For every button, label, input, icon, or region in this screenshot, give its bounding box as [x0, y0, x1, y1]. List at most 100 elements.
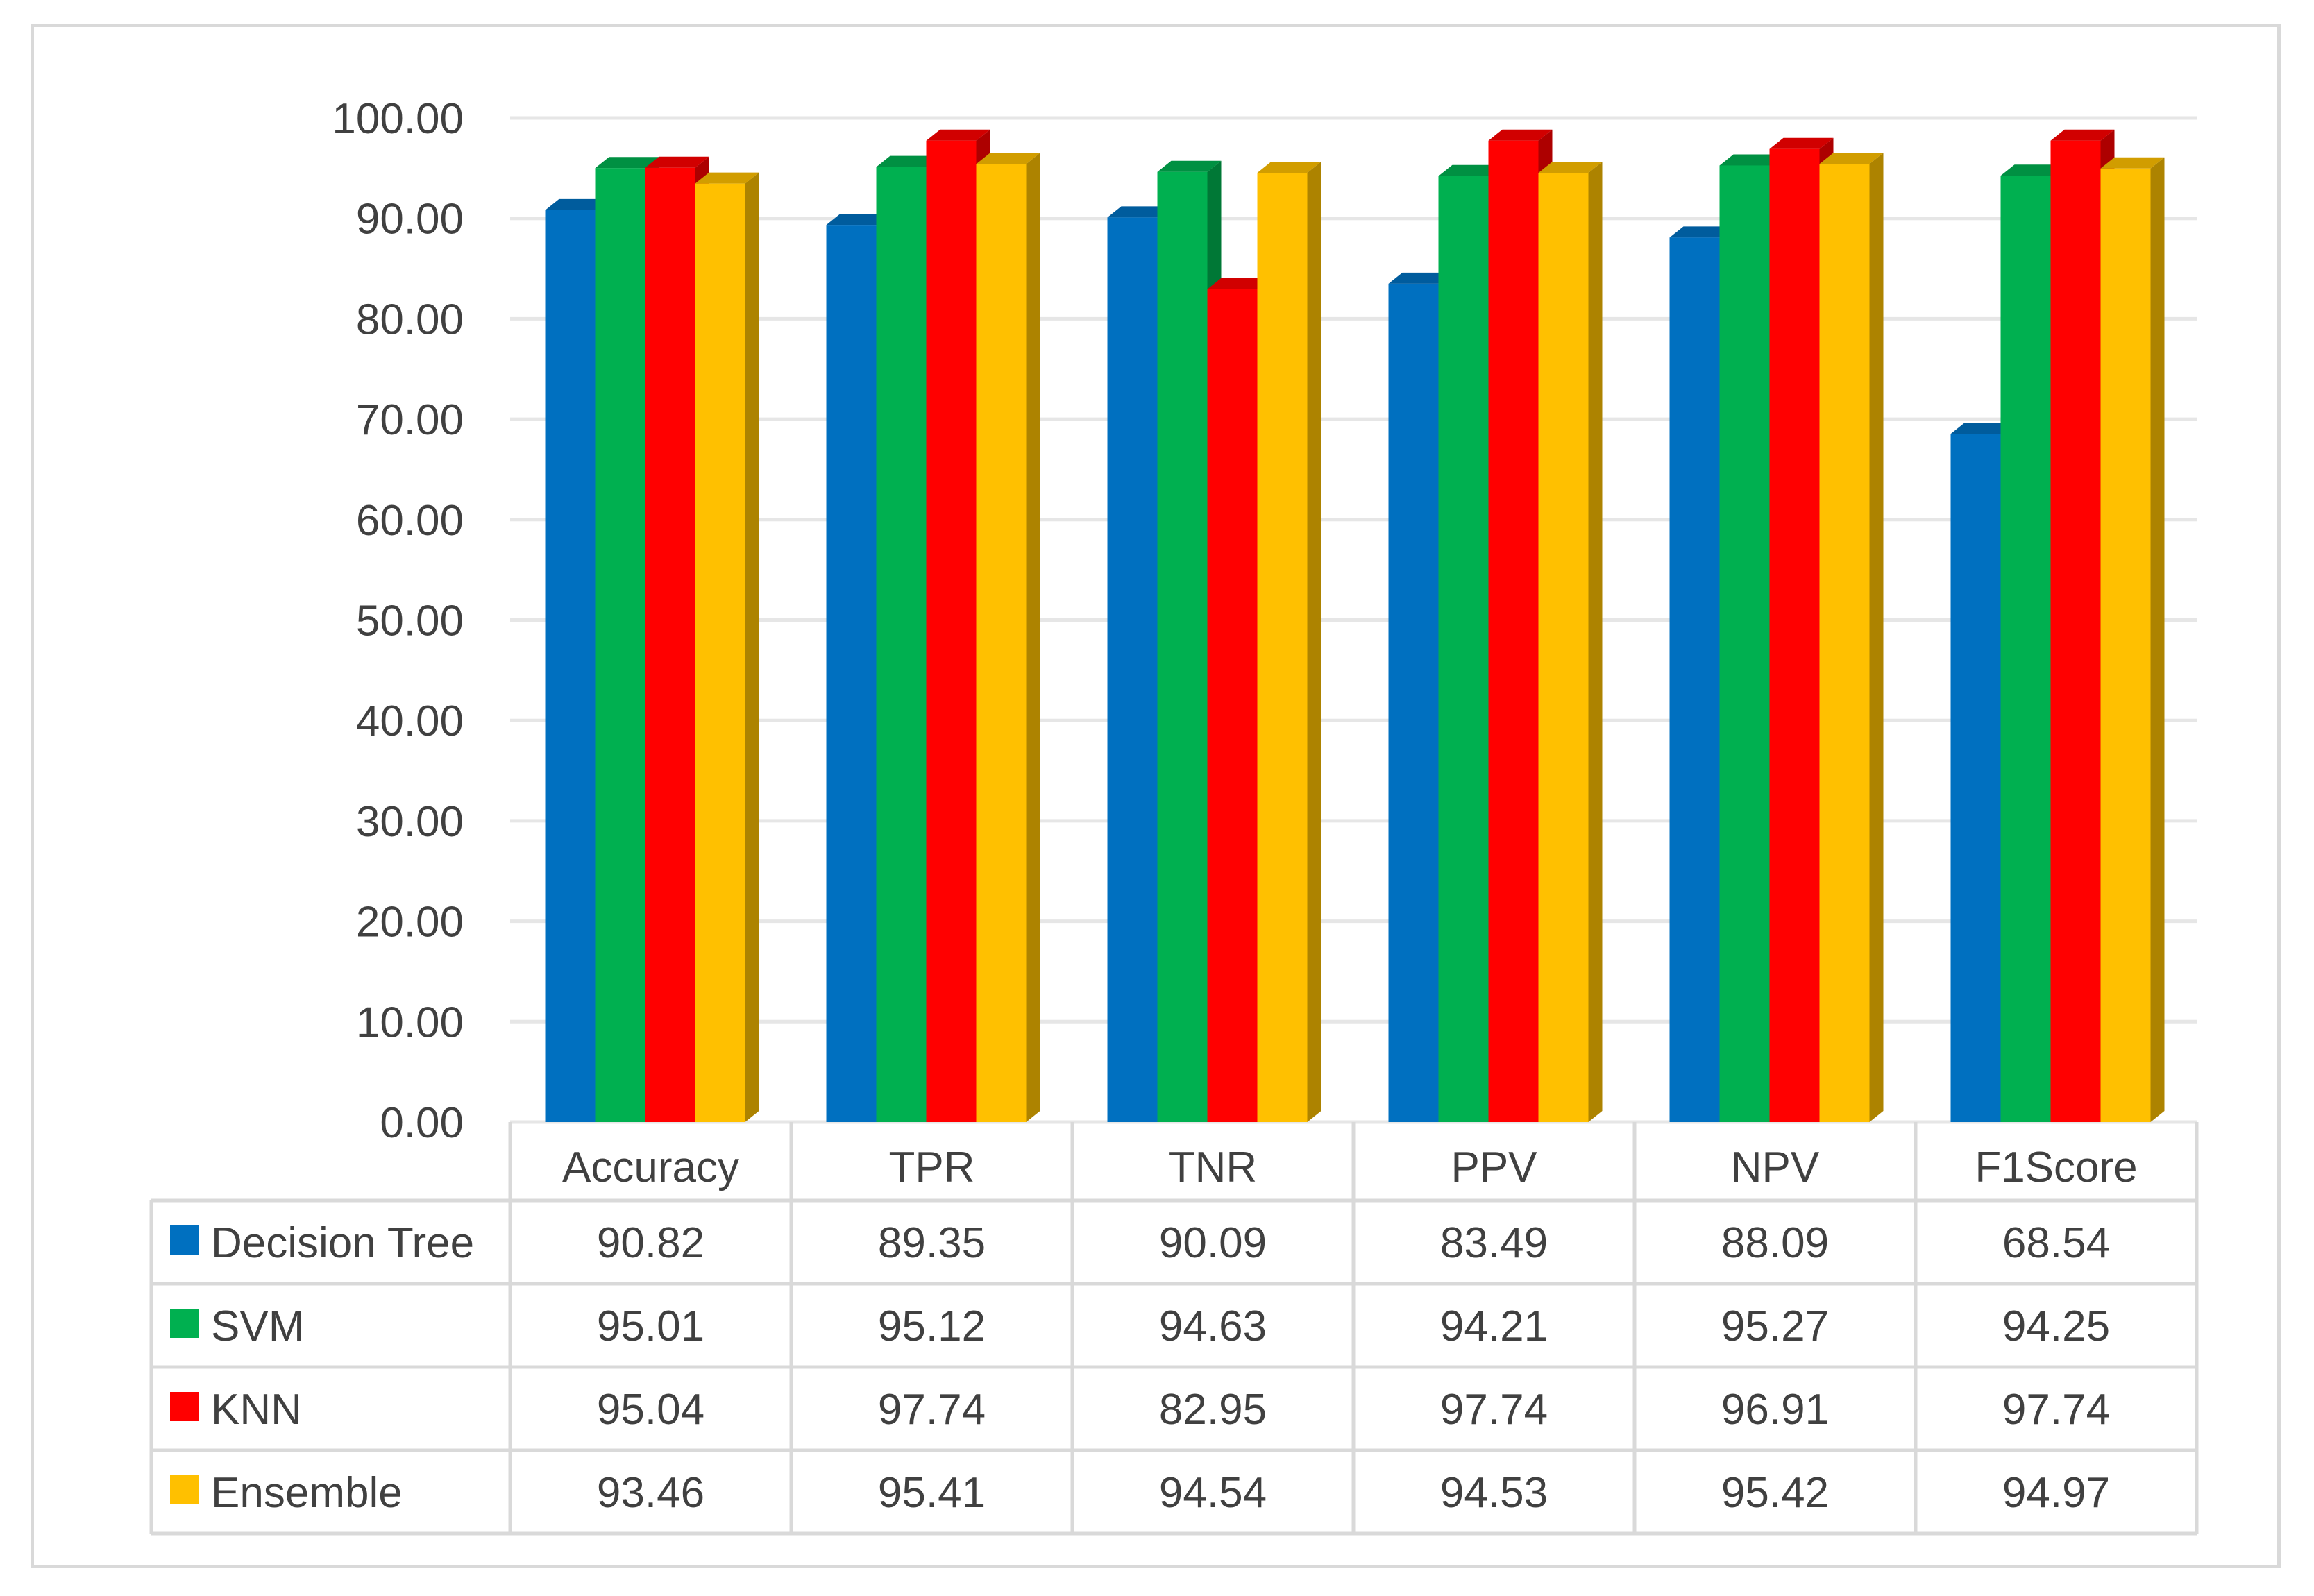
table-value: 96.91: [1721, 1386, 1829, 1434]
bar-top: [1157, 160, 1222, 172]
table-value: 94.54: [1159, 1469, 1267, 1517]
bar-top: [595, 157, 659, 169]
bar-side: [1869, 153, 1884, 1123]
bar-top: [545, 198, 609, 210]
bar-front: [1438, 176, 1489, 1123]
table-value: 95.27: [1721, 1302, 1829, 1350]
bar-top: [2000, 164, 2065, 176]
bar-front: [1207, 289, 1258, 1122]
x-category-label: F1Score: [1975, 1144, 2137, 1191]
bar: [695, 172, 759, 1123]
bar-top: [926, 129, 990, 141]
bar-top: [695, 172, 759, 184]
bar-front: [1488, 140, 1539, 1123]
bar-top: [1107, 206, 1172, 218]
bar-front: [645, 167, 695, 1122]
bar-top: [1257, 162, 1321, 173]
bar-front: [1669, 237, 1720, 1123]
table-value: 94.21: [1440, 1302, 1548, 1350]
bar-side: [2150, 157, 2165, 1123]
bar-front: [1388, 283, 1439, 1123]
table-value: 88.09: [1721, 1219, 1829, 1267]
gridlines: [510, 116, 2197, 1124]
bar-front: [976, 164, 1027, 1123]
bar-front: [1107, 217, 1158, 1122]
bar-top: [1719, 154, 1784, 166]
y-tick-label: 50.00: [356, 597, 464, 645]
bar-top: [1769, 137, 1834, 149]
table-value: 97.74: [1440, 1386, 1548, 1434]
legend-series-label: SVM: [211, 1302, 304, 1350]
table-value: 97.74: [2002, 1386, 2110, 1434]
legend-series-label: Decision Tree: [211, 1219, 474, 1267]
y-tick-label: 60.00: [356, 497, 464, 545]
y-tick-label: 30.00: [356, 798, 464, 846]
bar-front: [1157, 171, 1208, 1123]
data-table: Accuracy TPR TNR PPV NPV F1Score Decision Tree…: [149, 1122, 2199, 1536]
legend-swatch: [170, 1392, 199, 1421]
y-tick-label: 70.00: [356, 396, 464, 444]
bar-top: [1488, 129, 1553, 141]
bar-front: [1538, 173, 1589, 1123]
bar-top: [1669, 226, 1734, 238]
bar-front: [1819, 164, 1870, 1123]
table-value: 94.97: [2002, 1469, 2110, 1517]
table-value: 89.35: [878, 1219, 986, 1267]
bar-top: [1207, 278, 1272, 289]
bar-top: [645, 156, 709, 168]
bar-top: [1538, 162, 1603, 173]
bar: [2100, 157, 2165, 1123]
bar-front: [876, 167, 927, 1122]
x-category-label: TPR: [889, 1144, 975, 1191]
table-value: 95.42: [1721, 1469, 1829, 1517]
bar-front: [1257, 173, 1308, 1122]
y-tick-label: 10.00: [356, 999, 464, 1046]
bar-front: [2000, 176, 2051, 1122]
bar-front: [2050, 140, 2101, 1123]
bar-front: [1769, 148, 1820, 1123]
bar-front: [826, 225, 877, 1123]
x-category-label: PPV: [1451, 1144, 1537, 1191]
table-value: 95.41: [878, 1469, 986, 1517]
legend-series-label: Ensemble: [211, 1469, 403, 1517]
bar-top: [1950, 423, 2015, 434]
table-value: 95.01: [597, 1302, 704, 1350]
bar-top: [2100, 157, 2165, 169]
y-tick-label: 80.00: [356, 296, 464, 343]
bar-front: [695, 183, 745, 1122]
bar-front: [1950, 434, 2001, 1122]
y-axis-tick-labels: 0.00 10.00 20.00 30.00 40.00 50.00 60.00 70.00 8…: [332, 95, 464, 1147]
bar-top: [1438, 164, 1503, 176]
bar-side: [1307, 162, 1321, 1122]
bar-front: [595, 168, 645, 1122]
bar-top: [1819, 153, 1884, 164]
bar-side: [745, 172, 759, 1123]
bar-side: [1026, 153, 1040, 1123]
bar-front: [2100, 168, 2151, 1123]
bar-top: [2050, 129, 2115, 141]
legend-swatch: [170, 1309, 199, 1338]
bar-top: [1388, 272, 1453, 284]
table-value: 95.12: [878, 1302, 986, 1350]
table-value: 95.04: [597, 1386, 704, 1434]
legend-swatch: [170, 1475, 199, 1504]
y-tick-label: 40.00: [356, 697, 464, 745]
bar-top: [876, 155, 940, 167]
table-value: 94.53: [1440, 1469, 1548, 1517]
table-value: 94.25: [2002, 1302, 2110, 1350]
legend-series-label: KNN: [211, 1386, 302, 1434]
table-value: 83.49: [1440, 1219, 1548, 1267]
bar: [976, 153, 1040, 1123]
x-category-label: NPV: [1731, 1144, 1820, 1191]
bar: [1538, 162, 1603, 1123]
y-tick-label: 100.00: [332, 95, 464, 143]
bar: [1257, 162, 1321, 1122]
bar: [1819, 153, 1884, 1123]
table-value: 82.95: [1159, 1386, 1267, 1434]
bar-front: [545, 210, 596, 1122]
x-category-label: TNR: [1169, 1144, 1257, 1191]
table-value: 68.54: [2002, 1219, 2110, 1267]
bar-top: [976, 153, 1040, 164]
legend-swatch: [170, 1225, 199, 1255]
